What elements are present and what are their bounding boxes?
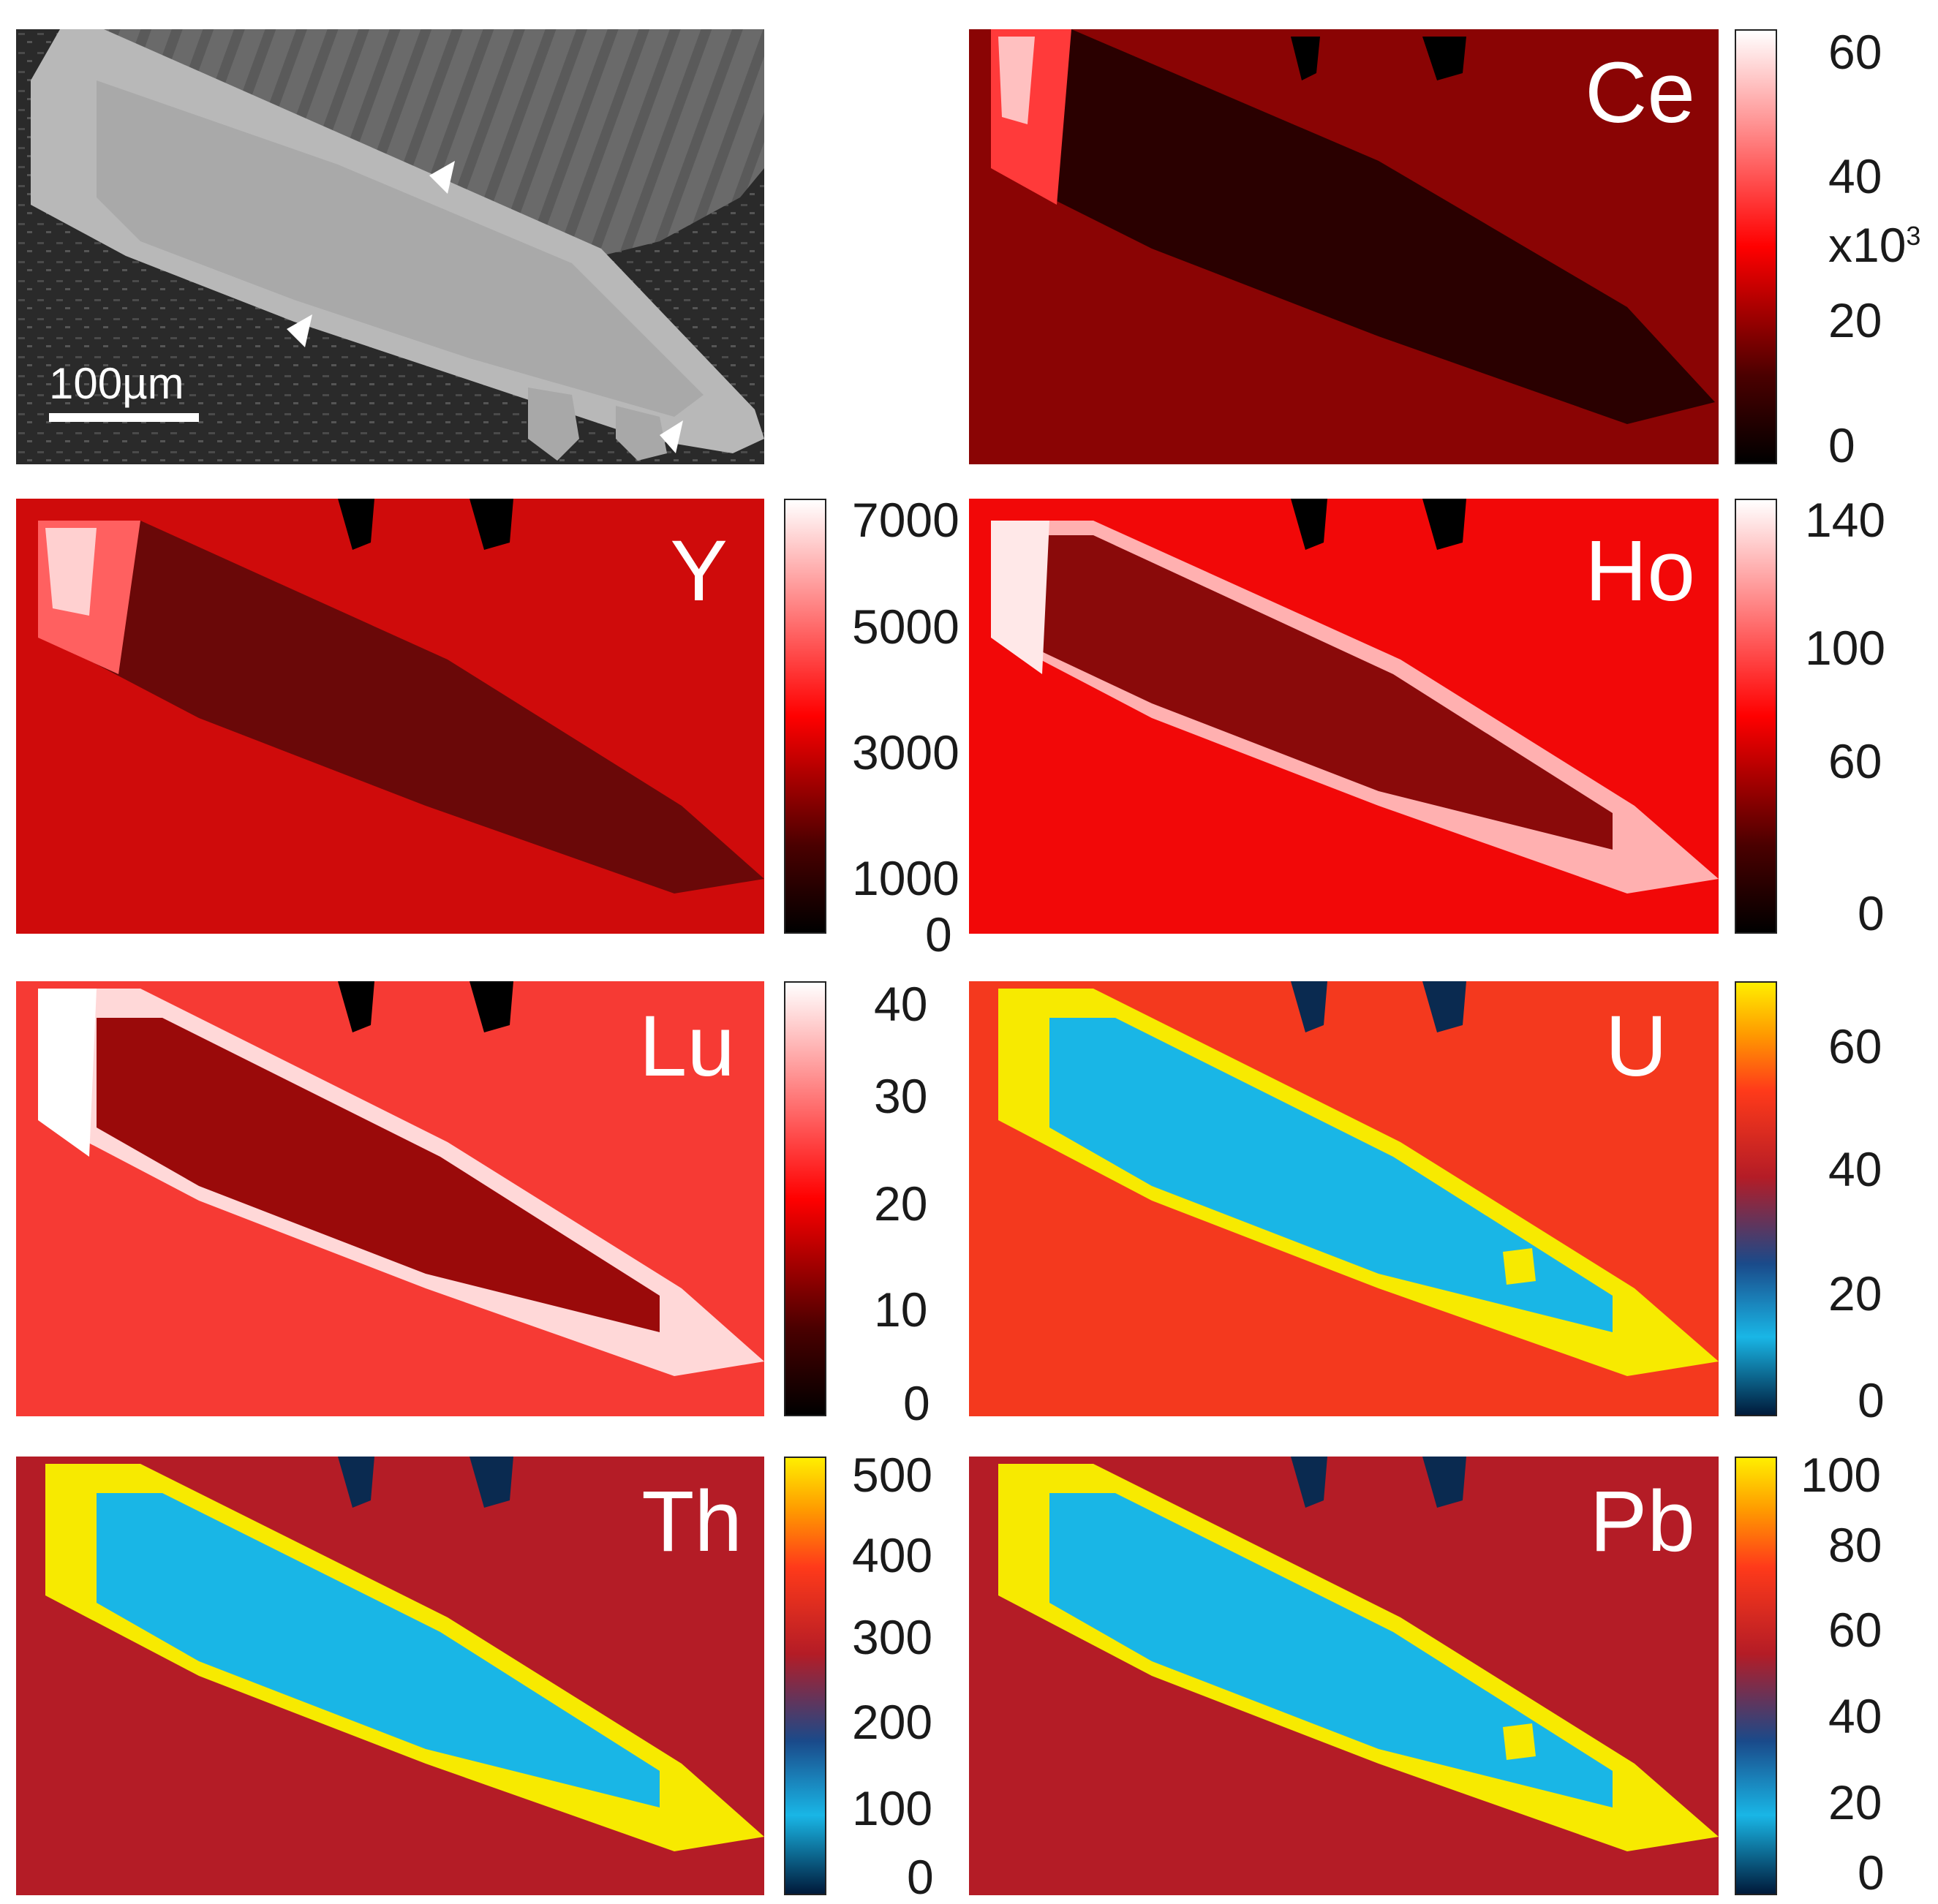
element-label-y: Y [670, 523, 728, 619]
colorbar-pb-tick: 0 [1858, 1846, 1885, 1900]
scale-bar [49, 413, 199, 422]
map-u-image [969, 981, 1719, 1416]
colorbar-pb [1735, 1457, 1777, 1895]
map-ce: Ce [969, 29, 1719, 464]
colorbar-u-tick: 40 [1828, 1142, 1882, 1196]
colorbar-ho-tick: 60 [1828, 734, 1882, 788]
colorbar-y-tick: 7000 [852, 493, 959, 547]
colorbar-u-tick: 0 [1858, 1373, 1885, 1427]
colorbar-lu-tick: 20 [874, 1176, 928, 1231]
colorbar-pb-tick: 20 [1828, 1775, 1882, 1829]
colorbar-lu [784, 981, 826, 1416]
colorbar-ce-unit: x103 [1828, 218, 1921, 272]
map-lu-image [16, 981, 764, 1416]
arrow-marker [287, 314, 312, 347]
map-ce-image [969, 29, 1719, 464]
map-ho-image [969, 499, 1719, 934]
colorbar-th-tick: 300 [852, 1610, 933, 1664]
colorbar-ho-tick: 100 [1805, 621, 1886, 675]
colorbar-th-tick: 0 [907, 1850, 934, 1904]
colorbar-pb-tick: 80 [1828, 1518, 1882, 1572]
colorbar-ce-tick: 20 [1828, 293, 1882, 347]
colorbar-y-tick: 3000 [852, 725, 959, 779]
colorbar-lu-tick: 30 [874, 1069, 928, 1123]
colorbar-ho-tick: 0 [1858, 886, 1885, 940]
colorbar-lu-tick: 0 [903, 1376, 930, 1430]
element-label-lu: Lu [638, 998, 735, 1095]
map-pb-image [969, 1457, 1719, 1895]
map-th: Th [16, 1457, 764, 1895]
colorbar-y-tick: 1000 [852, 851, 959, 905]
colorbar-y-tick: 5000 [852, 600, 959, 654]
colorbar-ce-tick: 0 [1828, 418, 1855, 472]
map-y-image [16, 499, 764, 934]
colorbar-y-tick: 0 [925, 907, 952, 962]
arrow-marker [429, 161, 455, 194]
colorbar-lu-tick: 10 [874, 1282, 928, 1337]
colorbar-ce-tick: 40 [1828, 149, 1882, 203]
colorbar-y [784, 499, 826, 934]
map-ho: Ho [969, 499, 1719, 934]
sem-image-panel: 100µm [16, 29, 764, 464]
element-label-u: U [1605, 998, 1667, 1095]
colorbar-th-tick: 100 [852, 1781, 933, 1835]
colorbar-ce-tick: 60 [1828, 25, 1882, 79]
colorbar-ho [1735, 499, 1777, 934]
element-label-th: Th [641, 1473, 742, 1570]
element-label-ho: Ho [1585, 523, 1695, 619]
map-th-image [16, 1457, 764, 1895]
colorbar-pb-tick: 60 [1828, 1603, 1882, 1657]
map-lu: Lu [16, 981, 764, 1416]
colorbar-th-tick: 500 [852, 1448, 933, 1502]
colorbar-u-tick: 60 [1828, 1019, 1882, 1073]
colorbar-pb-tick: 100 [1801, 1448, 1882, 1502]
map-y: Y [16, 499, 764, 934]
sem-image [16, 29, 764, 464]
colorbar-lu-tick: 40 [874, 977, 928, 1031]
map-u: U [969, 981, 1719, 1416]
colorbar-ce [1735, 29, 1777, 464]
element-label-ce: Ce [1585, 45, 1695, 141]
colorbar-ho-tick: 140 [1805, 493, 1886, 547]
colorbar-th [784, 1457, 826, 1895]
colorbar-pb-tick: 40 [1828, 1689, 1882, 1743]
arrow-marker [660, 420, 683, 453]
scale-bar-label: 100µm [49, 359, 184, 408]
element-label-pb: Pb [1589, 1473, 1695, 1570]
colorbar-th-tick: 200 [852, 1695, 933, 1749]
colorbar-u [1735, 981, 1777, 1416]
map-pb: Pb [969, 1457, 1719, 1895]
colorbar-th-tick: 400 [852, 1528, 933, 1582]
colorbar-u-tick: 20 [1828, 1266, 1882, 1321]
